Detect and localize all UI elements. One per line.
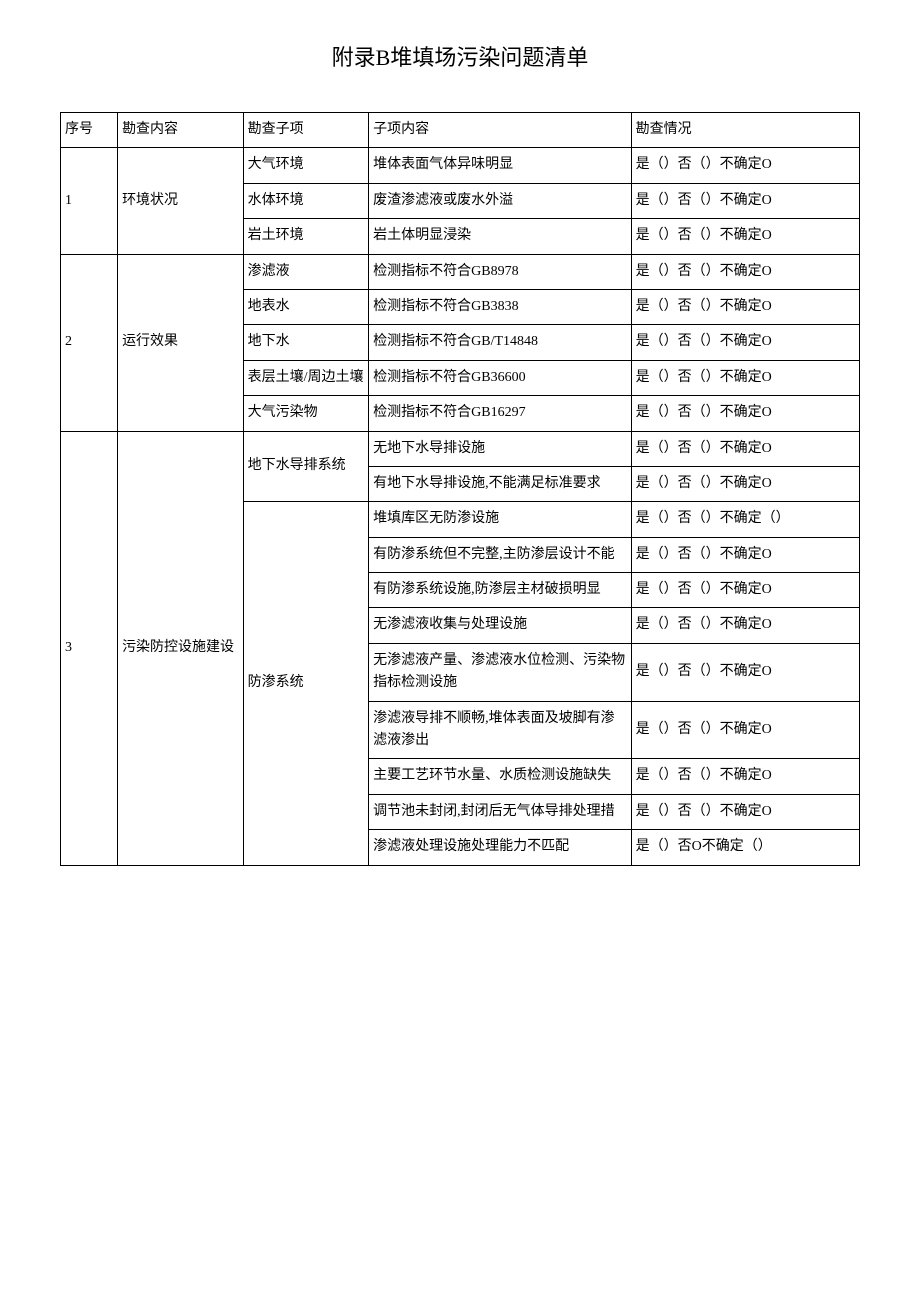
cell-detail: 有地下水导排设施,不能满足标准要求 [369, 466, 632, 501]
cell-detail: 检测指标不符合GB8978 [369, 254, 632, 289]
cell-detail: 堆填库区无防渗设施 [369, 502, 632, 537]
cell-detail: 无地下水导排设施 [369, 431, 632, 466]
cell-subitem: 大气污染物 [243, 396, 369, 431]
checklist-table: 序号 勘查内容 勘查子项 子项内容 勘查情况 1环境状况大气环境堆体表面气体异味… [60, 112, 860, 866]
cell-subitem: 渗滤液 [243, 254, 369, 289]
cell-status: 是（）否（）不确定O [631, 759, 859, 794]
cell-subitem: 大气环境 [243, 148, 369, 183]
cell-detail: 检测指标不符合GB36600 [369, 360, 632, 395]
cell-status: 是（）否（）不确定O [631, 148, 859, 183]
header-seq: 序号 [61, 113, 118, 148]
header-subitem: 勘查子项 [243, 113, 369, 148]
cell-detail: 检测指标不符合GB3838 [369, 289, 632, 324]
cell-seq: 2 [61, 254, 118, 431]
cell-detail: 渗滤液处理设施处理能力不匹配 [369, 830, 632, 865]
cell-subitem: 地下水 [243, 325, 369, 360]
cell-status: 是（）否（）不确定O [631, 396, 859, 431]
cell-detail: 检测指标不符合GB/T14848 [369, 325, 632, 360]
cell-subitem: 表层土壤/周边土壤 [243, 360, 369, 395]
table-row: 2运行效果渗滤液检测指标不符合GB8978是（）否（）不确定O [61, 254, 860, 289]
cell-detail: 检测指标不符合GB16297 [369, 396, 632, 431]
cell-status: 是（）否（）不确定O [631, 701, 859, 759]
cell-status: 是（）否（）不确定O [631, 466, 859, 501]
cell-detail: 调节池未封闭,封闭后无气体导排处理措 [369, 794, 632, 829]
cell-detail: 无渗滤液收集与处理设施 [369, 608, 632, 643]
cell-detail: 有防渗系统设施,防渗层主材破损明显 [369, 573, 632, 608]
cell-status: 是（）否（）不确定（） [631, 502, 859, 537]
cell-status: 是（）否（）不确定O [631, 219, 859, 254]
cell-detail: 堆体表面气体异味明显 [369, 148, 632, 183]
cell-status: 是（）否（）不确定O [631, 643, 859, 701]
cell-status: 是（）否（）不确定O [631, 573, 859, 608]
cell-status: 是（）否（）不确定O [631, 431, 859, 466]
cell-status: 是（）否O不确定（） [631, 830, 859, 865]
table-row: 1环境状况大气环境堆体表面气体异味明显是（）否（）不确定O [61, 148, 860, 183]
cell-subitem: 水体环境 [243, 183, 369, 218]
cell-subitem: 地表水 [243, 289, 369, 324]
cell-seq: 3 [61, 431, 118, 865]
cell-detail: 主要工艺环节水量、水质检测设施缺失 [369, 759, 632, 794]
cell-status: 是（）否（）不确定O [631, 360, 859, 395]
cell-status: 是（）否（）不确定O [631, 289, 859, 324]
header-content: 勘查内容 [118, 113, 244, 148]
cell-status: 是（）否（）不确定O [631, 254, 859, 289]
header-status: 勘查情况 [631, 113, 859, 148]
cell-detail: 无渗滤液产量、渗滤液水位检测、污染物指标检测设施 [369, 643, 632, 701]
header-detail: 子项内容 [369, 113, 632, 148]
table-header-row: 序号 勘查内容 勘查子项 子项内容 勘查情况 [61, 113, 860, 148]
cell-status: 是（）否（）不确定O [631, 794, 859, 829]
cell-status: 是（）否（）不确定O [631, 325, 859, 360]
cell-content: 污染防控设施建设 [118, 431, 244, 865]
table-row: 3污染防控设施建设地下水导排系统无地下水导排设施是（）否（）不确定O [61, 431, 860, 466]
cell-subitem: 地下水导排系统 [243, 431, 369, 502]
cell-content: 运行效果 [118, 254, 244, 431]
cell-detail: 废渣渗滤液或废水外溢 [369, 183, 632, 218]
cell-status: 是（）否（）不确定O [631, 608, 859, 643]
cell-detail: 岩土体明显浸染 [369, 219, 632, 254]
cell-subitem: 岩土环境 [243, 219, 369, 254]
cell-content: 环境状况 [118, 148, 244, 254]
cell-status: 是（）否（）不确定O [631, 537, 859, 572]
cell-subitem: 防渗系统 [243, 502, 369, 865]
cell-detail: 有防渗系统但不完整,主防渗层设计不能 [369, 537, 632, 572]
page-title: 附录B堆填场污染问题清单 [60, 40, 860, 72]
cell-seq: 1 [61, 148, 118, 254]
cell-detail: 渗滤液导排不顺畅,堆体表面及坡脚有渗滤液渗出 [369, 701, 632, 759]
cell-status: 是（）否（）不确定O [631, 183, 859, 218]
